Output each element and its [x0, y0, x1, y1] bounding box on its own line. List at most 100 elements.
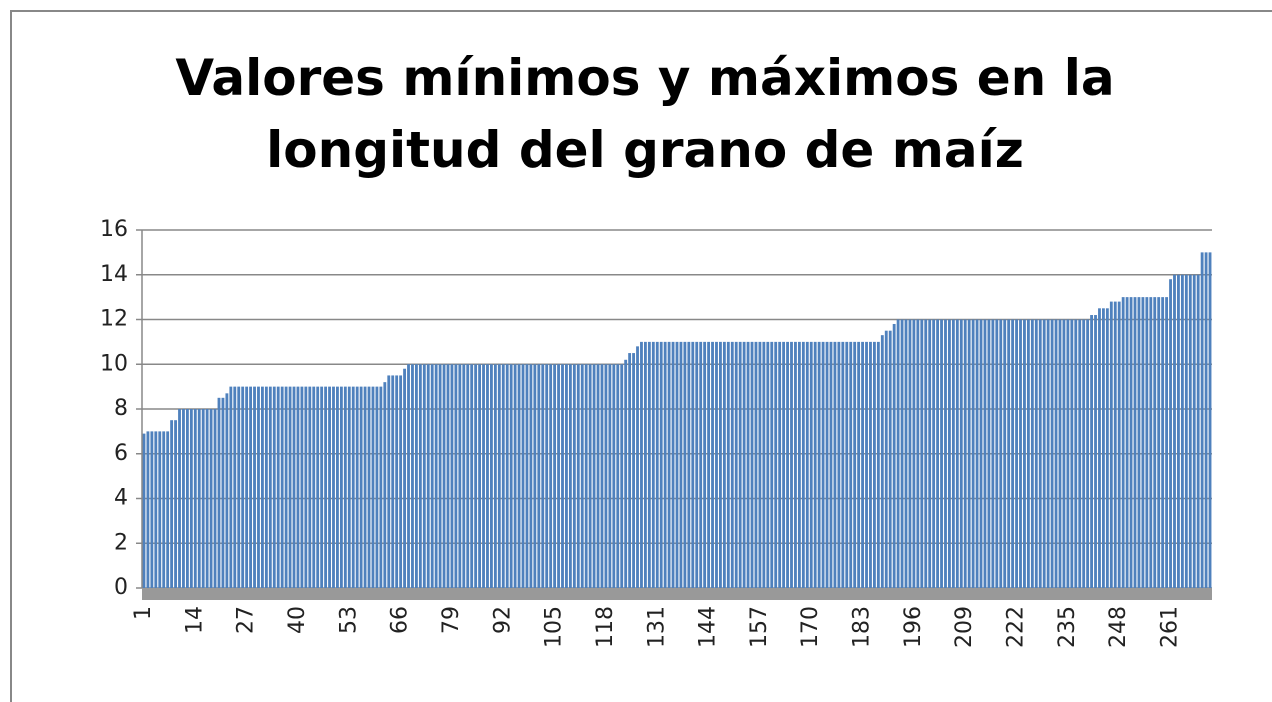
bar: [869, 341, 872, 588]
bar: [470, 364, 474, 588]
bar: [904, 319, 908, 588]
bar: [612, 364, 616, 588]
bar: [383, 382, 387, 588]
bar: [166, 431, 170, 588]
bar: [1204, 252, 1208, 588]
bar: [715, 341, 718, 588]
bar: [501, 364, 505, 588]
bar: [565, 364, 568, 588]
y-tick-label: 0: [114, 575, 128, 600]
bar: [888, 330, 892, 588]
x-tick-label: 14: [182, 606, 207, 634]
bar: [261, 386, 264, 588]
bar: [762, 341, 766, 588]
bar: [442, 364, 446, 588]
bar: [490, 364, 493, 588]
bar: [797, 341, 801, 588]
x-tick-label: 261: [1158, 606, 1183, 648]
bar: [221, 397, 225, 588]
bar: [837, 341, 841, 588]
bar: [1026, 319, 1030, 588]
bar: [896, 319, 900, 588]
bar: [292, 386, 296, 588]
bar: [754, 341, 758, 588]
bar: [253, 386, 256, 588]
bar: [162, 431, 166, 588]
bar: [774, 341, 778, 588]
bar: [1101, 308, 1105, 588]
bar: [967, 319, 971, 588]
x-tick-label: 79: [439, 606, 464, 634]
bar: [801, 341, 805, 588]
bar: [486, 364, 489, 588]
bar: [580, 364, 584, 588]
bar: [971, 319, 975, 588]
bar: [659, 341, 663, 588]
bar: [738, 341, 742, 588]
bar: [1177, 274, 1180, 588]
bar: [572, 364, 576, 588]
x-tick-label: 196: [901, 606, 926, 648]
bar: [308, 386, 312, 588]
bar: [426, 364, 430, 588]
bar: [616, 364, 620, 588]
bar: [509, 364, 513, 588]
bar: [1003, 319, 1007, 588]
x-tick-label: 248: [1106, 606, 1131, 648]
bar: [643, 341, 647, 588]
bar: [1019, 319, 1022, 588]
bar: [1129, 297, 1133, 588]
x-tick-label: 131: [644, 606, 669, 648]
bar: [900, 319, 904, 588]
bar: [833, 341, 837, 588]
bar: [809, 341, 813, 588]
bar: [276, 386, 280, 588]
x-tick-label: 183: [850, 606, 875, 648]
bar: [1145, 297, 1149, 588]
bar: [505, 364, 509, 588]
bar: [880, 335, 884, 588]
bar: [387, 375, 391, 588]
bar: [1066, 319, 1070, 588]
bar: [245, 386, 249, 588]
bar: [1007, 319, 1011, 588]
bar: [1011, 319, 1015, 588]
bar: [924, 319, 928, 588]
bar: [1117, 301, 1121, 588]
bar: [403, 368, 406, 588]
bar: [257, 386, 260, 588]
bar: [174, 420, 177, 588]
bar: [1070, 319, 1074, 588]
bar: [876, 341, 880, 588]
bar: [478, 364, 482, 588]
bar: [178, 409, 181, 588]
bar: [651, 341, 655, 588]
bar: [730, 341, 734, 588]
bar: [865, 341, 868, 588]
bar: [955, 319, 959, 588]
bar: [908, 319, 912, 588]
bar: [497, 364, 501, 588]
bar: [264, 386, 268, 588]
bar: [430, 364, 434, 588]
bar: [154, 431, 158, 588]
bar: [193, 409, 197, 588]
bar: [928, 319, 932, 588]
bar: [197, 409, 201, 588]
x-tick-label: 170: [798, 606, 823, 648]
bar: [553, 364, 557, 588]
bar: [707, 341, 711, 588]
bar: [671, 341, 675, 588]
y-tick-label: 2: [114, 530, 128, 555]
bar: [786, 341, 789, 588]
bar: [884, 330, 888, 588]
bar: [568, 364, 572, 588]
bar: [687, 341, 691, 588]
bar: [845, 341, 849, 588]
bar: [343, 386, 347, 588]
y-tick-label: 6: [114, 441, 128, 466]
bar: [849, 341, 853, 588]
bar: [959, 319, 963, 588]
bar: [351, 386, 355, 588]
